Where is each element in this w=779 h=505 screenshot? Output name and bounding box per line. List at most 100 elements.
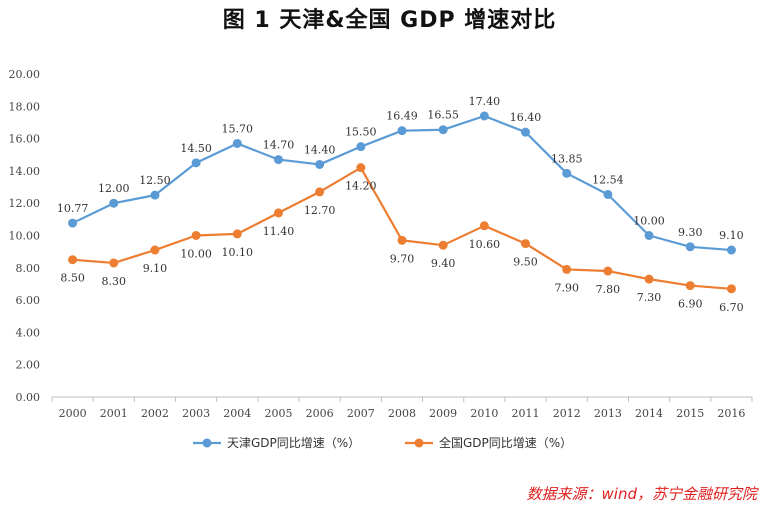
source-note: 数据来源：wind，苏宁金融研究院 xyxy=(526,485,757,503)
y-tick-label: 2.00 xyxy=(16,359,41,372)
x-tick-label: 2008 xyxy=(388,407,416,420)
data-label: 12.54 xyxy=(592,173,624,186)
y-tick-label: 16.00 xyxy=(9,133,41,146)
data-label: 9.10 xyxy=(719,229,744,242)
data-point xyxy=(603,189,613,199)
data-point xyxy=(191,158,201,168)
data-label: 16.55 xyxy=(427,109,459,122)
y-axis: 0.00 2.00 4.00 6.00 8.00 10.00 12.00 14.00 16.00… xyxy=(9,68,41,404)
data-point xyxy=(273,208,283,218)
data-point xyxy=(562,264,572,274)
data-label: 7.90 xyxy=(554,281,579,294)
x-tick-label: 2005 xyxy=(264,407,292,420)
series-line xyxy=(72,114,732,252)
data-point xyxy=(150,245,160,255)
data-point xyxy=(397,235,407,245)
data-label: 14.50 xyxy=(180,142,212,155)
data-point xyxy=(438,240,448,250)
data-point xyxy=(232,138,242,148)
series-line xyxy=(72,166,732,290)
data-point xyxy=(397,126,407,136)
y-tick-label: 6.00 xyxy=(16,294,41,307)
x-tick-label: 2001 xyxy=(100,407,128,420)
data-point xyxy=(726,245,736,255)
data-point xyxy=(521,127,531,137)
x-tick-label: 2003 xyxy=(182,407,210,420)
legend-item-national: 全国GDP同比增速（%） xyxy=(405,435,572,450)
data-point xyxy=(644,231,654,240)
series-tianjin: 10.77 12.00 12.50 14.50 15.70 14.70 14.40 15.50… xyxy=(57,95,744,255)
data-label: 6.70 xyxy=(719,301,744,314)
series-national: 8.50 8.30 9.10 10.00 10.10 11.40 12.70 14.20 9.7… xyxy=(60,163,744,314)
data-label: 16.40 xyxy=(510,111,542,124)
x-tick-label: 2004 xyxy=(223,407,251,420)
data-label: 10.60 xyxy=(469,238,501,251)
data-point xyxy=(685,281,695,291)
data-label: 9.70 xyxy=(390,252,415,265)
x-axis: 2000 2001 2002 2003 2004 2005 2006 2007 2008 2009… xyxy=(51,396,753,420)
data-label: 9.10 xyxy=(143,262,168,275)
legend: 天津GDP同比增速（%） 全国GDP同比增速（%） xyxy=(193,435,572,450)
legend-marker xyxy=(414,438,424,448)
data-point xyxy=(191,231,201,240)
data-label: 16.49 xyxy=(386,110,418,123)
data-point xyxy=(315,159,325,169)
legend-item-tianjin: 天津GDP同比增速（%） xyxy=(193,436,360,450)
y-tick-label: 14.00 xyxy=(9,165,41,178)
data-label: 15.50 xyxy=(345,126,377,139)
data-point xyxy=(68,255,78,265)
legend-marker xyxy=(202,438,212,448)
data-point xyxy=(644,274,654,284)
data-point xyxy=(109,258,119,268)
legend-label: 全国GDP同比增速（%） xyxy=(439,435,572,450)
data-point xyxy=(356,142,366,152)
x-tick-label: 2016 xyxy=(717,407,745,420)
y-tick-label: 18.00 xyxy=(9,100,41,113)
data-point xyxy=(356,163,366,173)
data-label: 11.40 xyxy=(263,225,295,238)
data-point xyxy=(315,187,325,197)
x-tick-label: 2013 xyxy=(594,407,622,420)
data-point xyxy=(562,168,572,178)
data-point xyxy=(150,190,160,200)
data-point xyxy=(521,239,531,249)
series-layer: 10.77 12.00 12.50 14.50 15.70 14.70 14.40 15.50… xyxy=(57,95,744,314)
data-point xyxy=(603,266,613,276)
chart-title: 图 1 天津&全国 GDP 增速对比 xyxy=(222,8,557,33)
data-label: 12.70 xyxy=(304,204,336,217)
data-point xyxy=(438,125,448,135)
data-label: 10.00 xyxy=(180,248,212,261)
data-label: 13.85 xyxy=(551,152,583,165)
x-tick-label: 2010 xyxy=(470,407,498,420)
data-label: 10.00 xyxy=(633,215,665,228)
y-tick-label: 4.00 xyxy=(16,326,41,339)
data-point xyxy=(726,284,736,294)
data-label: 6.90 xyxy=(678,298,703,311)
data-label: 9.30 xyxy=(678,226,703,239)
x-tick-label: 2009 xyxy=(429,407,457,420)
data-label: 8.30 xyxy=(102,275,127,288)
data-label: 8.50 xyxy=(60,272,85,285)
data-label: 9.50 xyxy=(513,256,538,269)
y-tick-label: 8.00 xyxy=(16,262,41,275)
data-label: 15.70 xyxy=(222,122,254,135)
y-tick-label: 0.00 xyxy=(16,391,41,404)
y-tick-label: 10.00 xyxy=(9,230,41,243)
x-tick-label: 2012 xyxy=(553,407,581,420)
data-label: 7.30 xyxy=(637,291,662,304)
data-point xyxy=(109,198,119,208)
x-tick-label: 2006 xyxy=(306,407,334,420)
data-point xyxy=(232,229,242,239)
x-tick-label: 2015 xyxy=(676,407,704,420)
x-tick-label: 2011 xyxy=(512,407,540,420)
data-point xyxy=(273,155,283,165)
data-label: 14.20 xyxy=(345,180,377,193)
data-label: 14.40 xyxy=(304,143,336,156)
data-label: 10.10 xyxy=(222,246,254,259)
line-chart: 0.00 2.00 4.00 6.00 8.00 10.00 12.00 14.00 16.00… xyxy=(9,68,753,450)
data-label: 12.50 xyxy=(139,174,171,187)
legend-label: 天津GDP同比增速（%） xyxy=(227,436,360,450)
data-label: 17.40 xyxy=(469,95,501,108)
data-point xyxy=(685,242,695,252)
y-tick-label: 12.00 xyxy=(9,197,41,210)
